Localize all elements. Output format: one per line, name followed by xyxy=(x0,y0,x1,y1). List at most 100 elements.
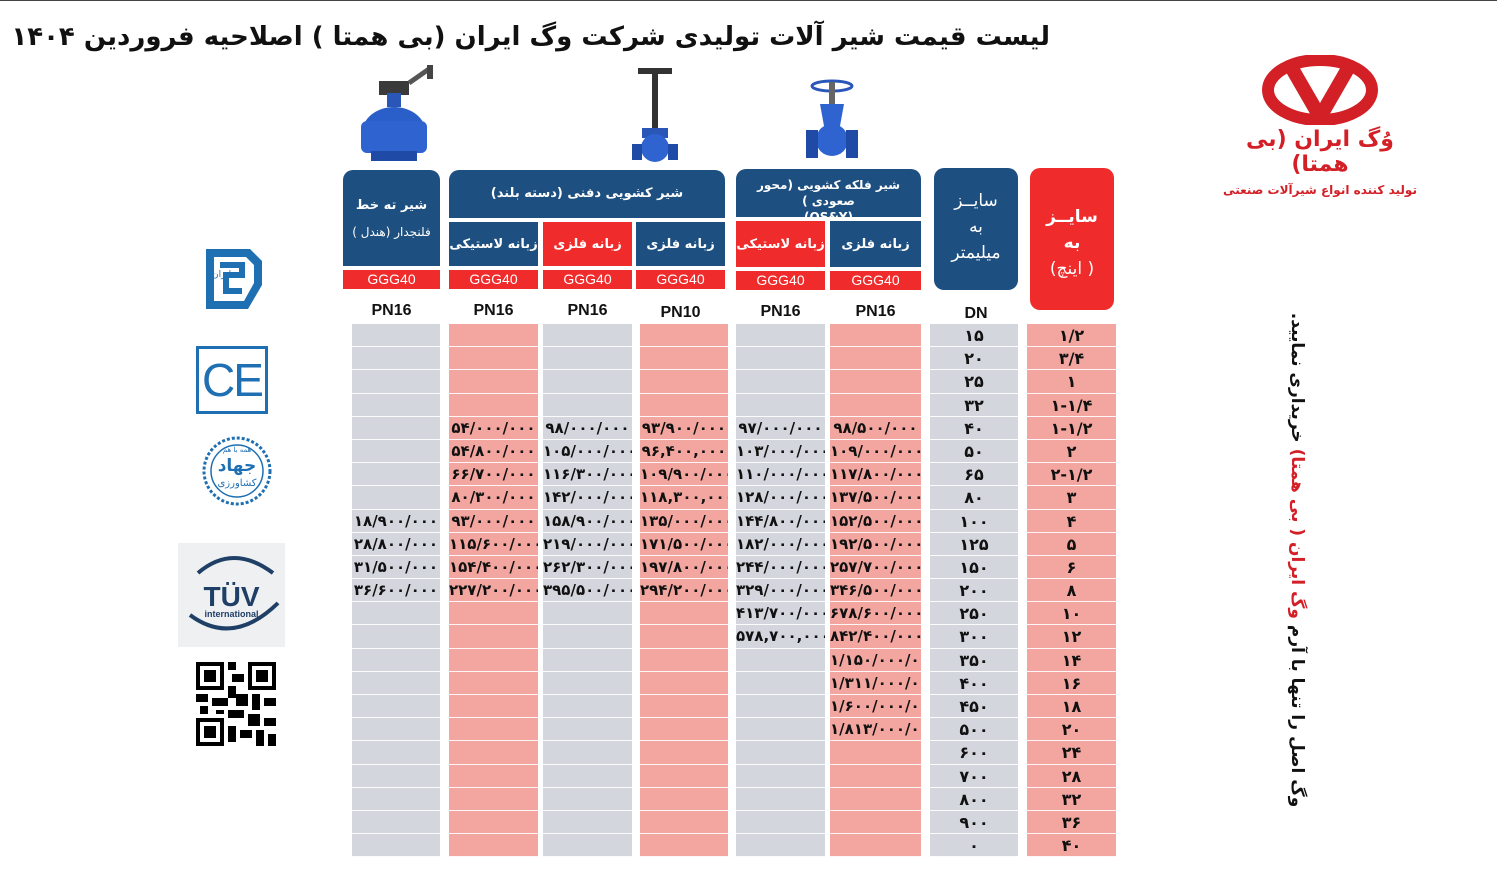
table-cell xyxy=(449,393,538,417)
table-cell xyxy=(449,787,538,811)
size-cell: ۲۵۰ xyxy=(930,602,1018,626)
table-cell: ۳۶/۶۰۰/۰۰۰ xyxy=(352,579,440,603)
table-cell xyxy=(830,741,921,765)
table-cell xyxy=(449,648,538,672)
pn-label-buried-rubber: PN16 xyxy=(473,302,514,319)
size-cell: ۱۸ xyxy=(1027,695,1116,719)
size-cell: ۵۰ xyxy=(930,439,1018,464)
table-cell xyxy=(640,695,728,719)
notice-part1: وگ اصل را تنها با آرم xyxy=(1287,618,1307,808)
table-cell xyxy=(736,393,825,417)
size-cell: ۶۰۰ xyxy=(930,741,1018,765)
table-cell xyxy=(543,347,632,371)
table-cell xyxy=(736,741,825,765)
table-cell xyxy=(543,324,632,348)
table-cell: ۱۳۵/۰۰۰/۰۰۰ xyxy=(640,509,728,533)
size-cell: ۳۲ xyxy=(1027,787,1116,811)
table-cell: ۵۴/۰۰۰/۰۰۰ xyxy=(449,416,538,440)
table-cell xyxy=(640,671,728,695)
table-cell: ۱۸/۹۰۰/۰۰۰ xyxy=(352,509,440,533)
size-cell: ۵۰۰ xyxy=(930,718,1018,742)
table-cell: ۱/۸۱۳/۰۰۰/۰۰۰ xyxy=(830,718,921,742)
table-cell xyxy=(543,741,632,765)
table-cell xyxy=(352,764,440,788)
table-cell: ۱۳۷/۵۰۰/۰۰۰ xyxy=(830,486,921,510)
table-cell: ۲۸/۸۰۰/۰۰۰ xyxy=(352,532,440,556)
table-cell: ۱/۱۵۰/۰۰۰/۰۰۰ xyxy=(830,648,921,672)
table-cell xyxy=(352,741,440,765)
table-cell: ۵۷۸,۷۰۰,۰۰۰ xyxy=(736,625,825,649)
table-cell: ۱۹۷/۸۰۰/۰۰۰ xyxy=(640,555,728,580)
header-buried-gate-valve: شیر کشویی دفنی (دسته بلند) xyxy=(449,170,725,218)
subheader-flange-rubber: زبانه لاستیکی xyxy=(736,221,825,267)
table-cell xyxy=(352,834,440,858)
table-cell xyxy=(352,810,440,835)
table-cell: ۶۷۸/۶۰۰/۰۰۰ xyxy=(830,602,921,626)
size-cell: ۳۶ xyxy=(1027,810,1116,835)
table-cell xyxy=(352,695,440,719)
table-cell xyxy=(543,718,632,742)
col-flange-metal-pn16: ۹۸/۵۰۰/۰۰۰ ۱۰۹/۰۰۰/۰۰۰ ۱۱۷/۸۰۰/۰۰۰ ۱۳۷/۵۰۰/… xyxy=(830,324,921,858)
size-cell: ۰ xyxy=(930,834,1018,858)
table-cell: ۱۵۴/۴۰۰/۰۰۰ xyxy=(449,555,538,580)
table-cell xyxy=(736,764,825,788)
size-cell: ۸ xyxy=(1027,579,1116,603)
pn-label-inline: PN16 xyxy=(371,302,412,319)
size-cell: ۴۰ xyxy=(930,416,1018,440)
table-cell xyxy=(449,671,538,695)
table-cell xyxy=(736,648,825,672)
qr-code-icon xyxy=(196,662,276,746)
table-cell: ۱۰۹/۰۰۰/۰۰۰ xyxy=(830,439,921,464)
size-cell: ۱۲۵ xyxy=(930,532,1018,556)
size-cell: ۱۶ xyxy=(1027,671,1116,695)
material-label-buried-metal-pn10: GGG40 xyxy=(636,270,725,289)
table-cell xyxy=(736,671,825,695)
material-label-flange-metal: GGG40 xyxy=(830,271,921,290)
table-cell xyxy=(640,648,728,672)
table-cell: ۳۹۵/۵۰۰/۰۰۰ xyxy=(543,579,632,603)
material-label-flange-rubber: GGG40 xyxy=(736,271,825,290)
material-label-buried-metal-pn16: GGG40 xyxy=(543,270,632,289)
table-cell: ۵۴/۸۰۰/۰۰۰ xyxy=(449,439,538,464)
table-cell: ۱۵۸/۹۰۰/۰۰۰ xyxy=(543,509,632,533)
table-cell xyxy=(736,834,825,858)
table-cell: ۹۳/۹۰۰/۰۰۰ xyxy=(640,416,728,440)
table-cell xyxy=(640,324,728,348)
table-cell xyxy=(830,324,921,348)
table-cell: ۱۱۰/۰۰۰/۰۰۰ xyxy=(736,463,825,487)
table-cell xyxy=(640,764,728,788)
size-cell: ۳۰۰ xyxy=(930,625,1018,649)
size-cell: ۴۵۰ xyxy=(930,695,1018,719)
header-inline-valve: شیر ته خط فلنجدار (هندل ) xyxy=(343,170,440,266)
table-cell: ۲۹۴/۲۰۰/۰۰۰ xyxy=(640,579,728,603)
table-cell: ۶۶/۷۰۰/۰۰۰ xyxy=(449,463,538,487)
size-cell: ۳۵۰ xyxy=(930,648,1018,672)
table-cell xyxy=(640,810,728,835)
buried-valve-image xyxy=(632,68,678,162)
table-cell: ۹۸/۰۰۰/۰۰۰ xyxy=(543,416,632,440)
size-cell: ۲۵ xyxy=(930,370,1018,394)
notice-part2: خریداری نمایید. xyxy=(1287,312,1307,449)
col-buried-metal-pn10: ۹۳/۹۰۰/۰۰۰ ۹۶,۴۰۰,۰۰۰ ۱۰۹/۹۰۰/۰۰۰ ۱۱۸,۳۰۰,۰… xyxy=(640,324,728,858)
size-cell: ۲۰ xyxy=(930,347,1018,371)
table-cell xyxy=(449,718,538,742)
size-cell: ۲۰۰ xyxy=(930,579,1018,603)
col-flange-rubber-pn16: ۹۷/۰۰۰/۰۰۰ ۱۰۳/۰۰۰/۰۰۰ ۱۱۰/۰۰۰/۰۰۰ ۱۲۸/۰۰۰/… xyxy=(736,324,825,858)
size-cell: ۳/۴ xyxy=(1027,347,1116,371)
brand-logo: وُگ ایران (بی همتا) تولید کننده انواع شی… xyxy=(1220,55,1420,197)
table-cell: ۳۱/۵۰۰/۰۰۰ xyxy=(352,555,440,580)
table-cell xyxy=(640,393,728,417)
flange-gate-valve-image xyxy=(806,79,858,158)
table-cell xyxy=(352,416,440,440)
subheader-flange-metal: زبانه فلزی xyxy=(830,221,921,267)
table-cell: ۹۷/۰۰۰/۰۰۰ xyxy=(736,416,825,440)
table-cell xyxy=(352,486,440,510)
table-cell xyxy=(640,370,728,394)
header-size-inch: سایــز به ( اینچ) xyxy=(1030,168,1114,310)
table-cell xyxy=(449,324,538,348)
table-cell xyxy=(736,324,825,348)
table-cell xyxy=(352,370,440,394)
table-cell xyxy=(830,787,921,811)
table-cell xyxy=(543,393,632,417)
table-cell xyxy=(640,787,728,811)
